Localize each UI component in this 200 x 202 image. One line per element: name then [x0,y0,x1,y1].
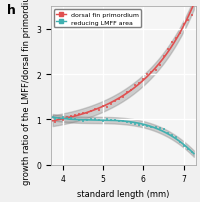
Point [146,125,149,128]
Point [142,124,145,127]
Point [134,123,137,126]
Point [190,15,193,18]
Point [114,119,117,122]
Point [93,108,97,112]
Point [53,120,56,124]
Point [186,19,189,22]
Point [97,109,101,112]
Legend: dorsal fin primordium, reducing LMFF area: dorsal fin primordium, reducing LMFF are… [54,10,141,28]
Point [77,119,80,122]
Point [57,117,60,120]
Point [93,118,97,121]
Point [178,33,181,36]
Point [122,96,125,99]
Point [65,117,68,120]
Point [89,118,93,121]
Point [126,91,129,94]
Point [150,126,153,129]
Point [65,116,68,119]
Point [122,120,125,123]
Point [170,134,173,137]
Point [85,112,89,116]
Point [138,82,141,85]
Point [154,126,157,129]
Point [158,64,161,67]
Point [106,105,109,109]
Point [130,89,133,92]
Point [134,84,137,88]
Point [170,42,173,45]
Point [69,115,72,118]
Point [190,150,193,154]
X-axis label: standard length (mm): standard length (mm) [77,189,169,198]
Point [138,124,141,127]
Point [186,147,189,151]
Point [77,113,80,116]
Point [110,119,113,122]
Point [158,127,161,130]
Point [178,141,181,144]
Point [106,118,109,121]
Y-axis label: growth ratio of the LMFF/dorsal fin primordium: growth ratio of the LMFF/dorsal fin prim… [22,0,31,184]
Point [118,119,121,123]
Point [73,118,76,121]
Point [126,120,129,124]
Point [110,102,113,106]
Point [57,117,60,120]
Point [154,69,157,72]
Point [61,116,64,119]
Point [69,117,72,120]
Point [182,24,185,27]
Point [118,98,121,101]
Point [101,119,105,123]
Point [174,37,177,40]
Point [89,110,93,113]
Point [146,73,149,76]
Text: h: h [7,4,16,17]
Point [130,121,133,124]
Point [61,119,64,122]
Point [150,71,153,74]
Point [81,111,85,115]
Point [97,119,101,122]
Point [182,144,185,147]
Point [142,78,145,81]
Point [162,128,165,131]
Point [162,55,165,58]
Point [174,136,177,139]
Point [53,118,56,121]
Point [81,119,85,123]
Point [114,100,117,103]
Point [166,132,169,135]
Point [101,105,105,108]
Point [85,119,89,122]
Point [166,48,169,52]
Point [73,114,76,117]
